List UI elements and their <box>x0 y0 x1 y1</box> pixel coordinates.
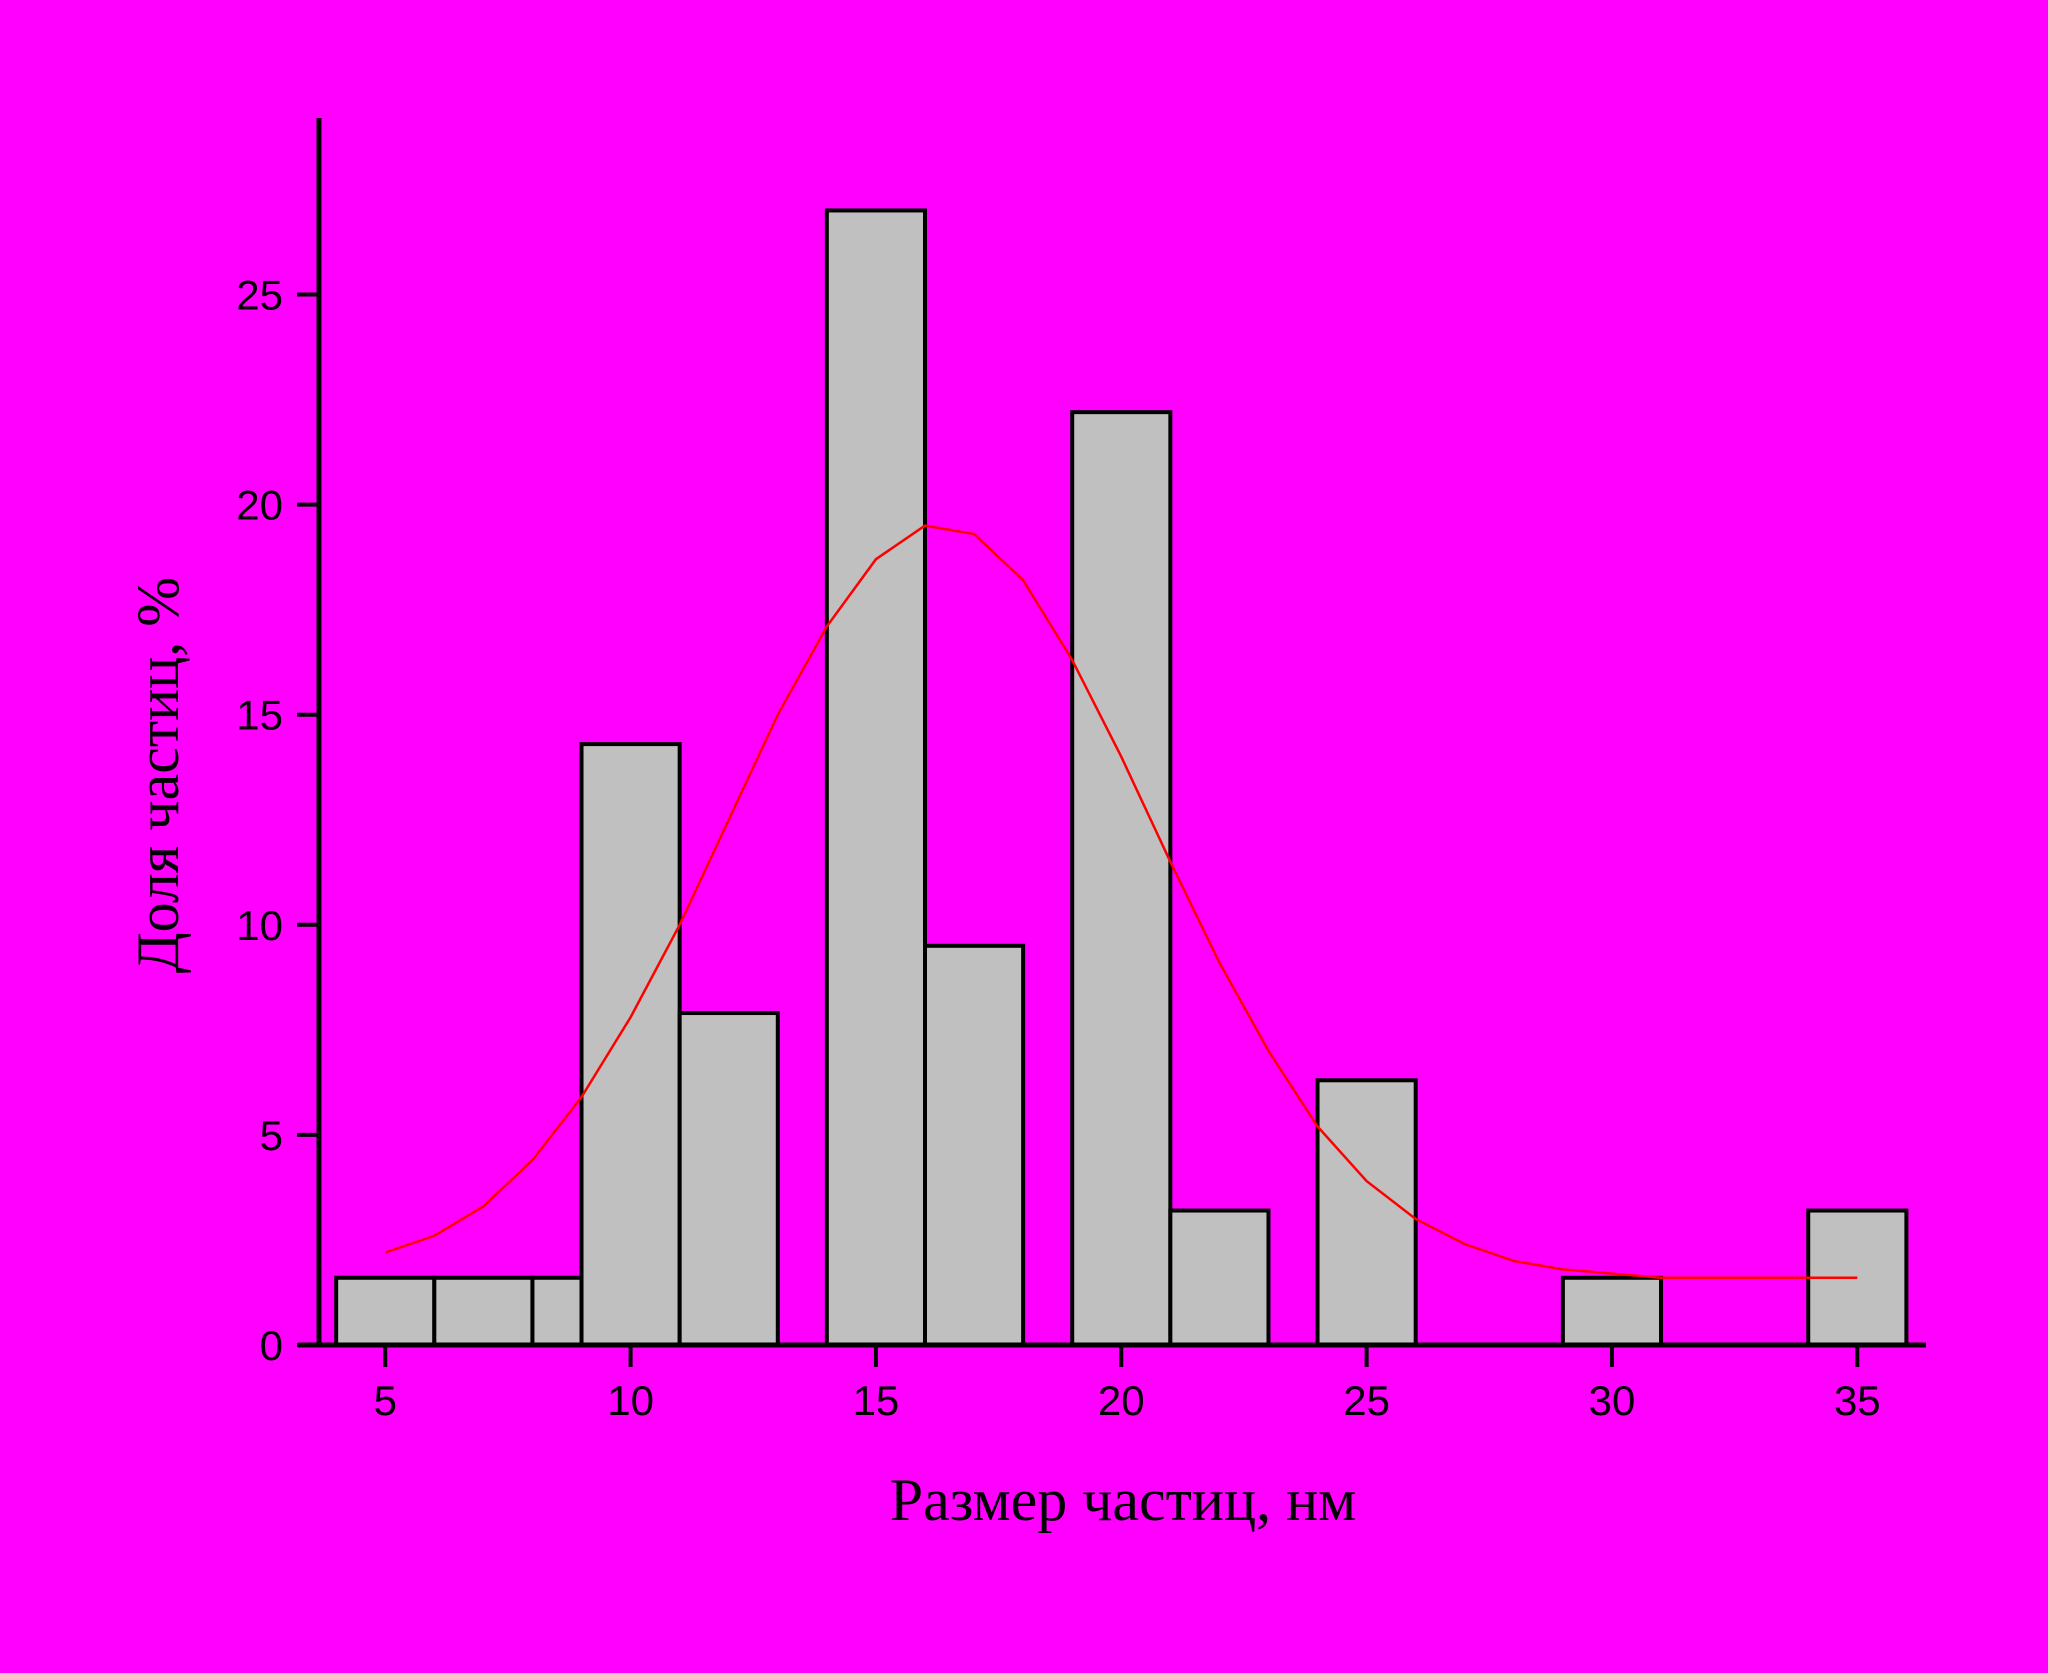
bar <box>432 1275 535 1347</box>
y-tick-label: 5 <box>260 1112 283 1159</box>
x-tick-label: 25 <box>1343 1377 1390 1424</box>
x-tick-label: 5 <box>374 1377 397 1424</box>
y-tick-label: 20 <box>236 482 283 529</box>
bar <box>530 1275 584 1347</box>
bar <box>922 943 1026 1347</box>
bar <box>334 1275 437 1347</box>
bar <box>1560 1275 1664 1347</box>
y-tick-label: 15 <box>236 692 283 739</box>
y-tick-label: 0 <box>260 1322 283 1369</box>
fit-curve <box>384 524 1858 1280</box>
bar <box>1315 1078 1418 1347</box>
y-tick-label: 10 <box>236 902 283 949</box>
x-axis-title: Размер частиц, нм <box>890 1467 1356 1533</box>
y-tick-label: 25 <box>236 271 283 318</box>
bar <box>1168 1208 1271 1348</box>
x-tick-label: 35 <box>1834 1377 1881 1424</box>
bar <box>824 208 927 1348</box>
bar <box>1070 410 1173 1347</box>
bar <box>579 742 682 1347</box>
x-tick-label: 15 <box>853 1377 900 1424</box>
bar <box>677 1011 780 1347</box>
x-tick-label: 20 <box>1098 1377 1145 1424</box>
x-tick-label: 30 <box>1589 1377 1636 1424</box>
x-tick-label: 10 <box>607 1377 654 1424</box>
y-axis-title: Доля частиц, % <box>125 577 191 974</box>
